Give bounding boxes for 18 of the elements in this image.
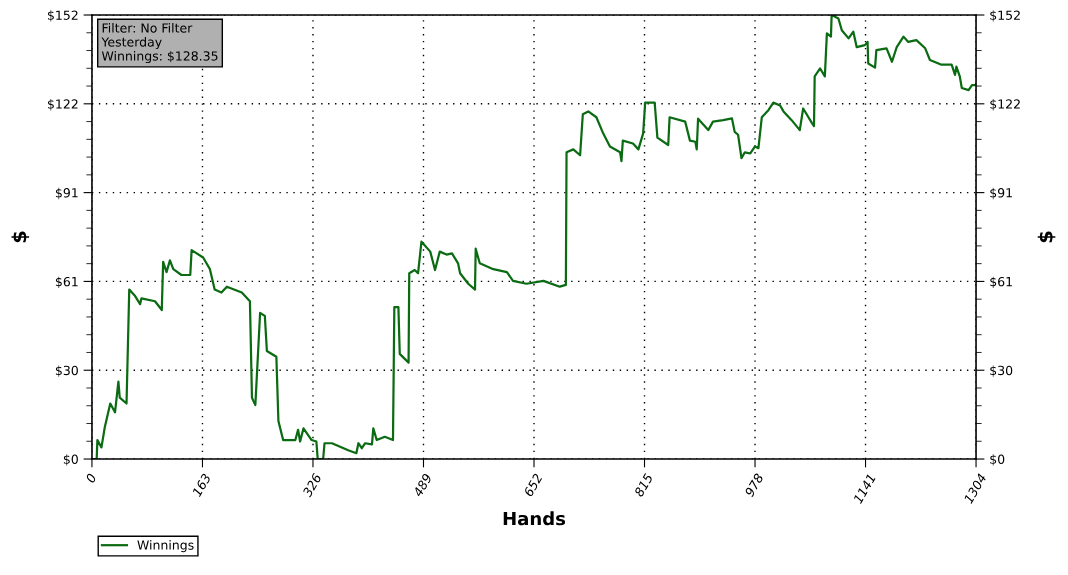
y-tick-label: $61 (55, 276, 78, 288)
y-tick-label: $152 (47, 10, 78, 22)
y-tick-label: $0 (63, 454, 78, 466)
y2-tick-label: $0 (990, 454, 1005, 466)
annotation: Filter: No Filter Yesterday Winnings: $128.35 (101, 23, 218, 64)
y2-tick-label: $91 (990, 187, 1012, 200)
y2-tick-label: $122 (990, 99, 1020, 111)
x-tick-label: 0 (85, 472, 97, 484)
y-tick-label: $91 (55, 187, 78, 200)
y2-tick-label: $61 (990, 276, 1012, 288)
y2-axis-title: $ (1037, 231, 1056, 243)
y2-tick-label: $30 (990, 365, 1013, 377)
y-tick-label: $122 (47, 99, 78, 111)
y-axis-title: $ (11, 231, 30, 243)
x-axis-title: Hands (503, 511, 566, 526)
y-tick-label: $30 (55, 365, 78, 377)
legend-label: Winnings (137, 540, 194, 553)
y2-tick-label: $152 (990, 10, 1020, 22)
